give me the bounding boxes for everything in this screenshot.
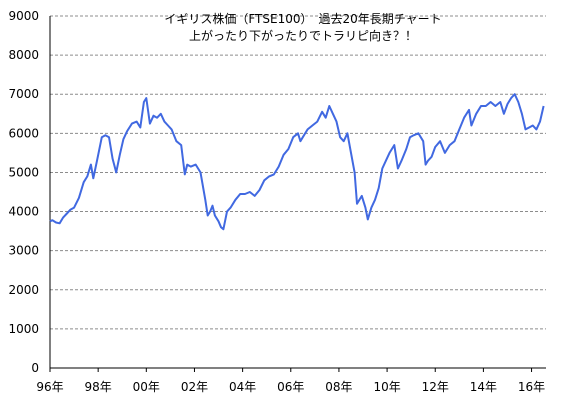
y-tick-label: 8000 [8, 48, 39, 62]
chart-title: イギリス株価（FTSE100） 過去20年長期チャート [164, 11, 441, 26]
y-tick-label: 7000 [8, 87, 39, 101]
y-tick-labels: 0 1000 2000 3000 4000 5000 6000 7000 8000 9000 [8, 9, 39, 375]
grid [50, 15, 546, 330]
series [49, 93, 545, 231]
x-tick-label: 10年 [373, 380, 400, 394]
x-tick-label: 08年 [325, 380, 352, 394]
chart-subtitle: 上がったり下がったりでトラリピ向き？！ [189, 28, 417, 43]
y-tick-label: 1000 [8, 322, 39, 336]
y-tick-label: 4000 [8, 205, 39, 219]
y-tick-label: 2000 [8, 283, 39, 297]
x-tick-label: 96年 [36, 380, 63, 394]
y-tick-label: 5000 [8, 165, 39, 179]
x-tick-label: 00年 [133, 380, 160, 394]
y-tick-label: 9000 [8, 9, 39, 23]
x-tick-label: 12年 [422, 380, 449, 394]
series-line [49, 93, 545, 231]
y-tick-label: 6000 [8, 126, 39, 140]
x-tick-label: 04年 [229, 380, 256, 394]
x-tick-labels: 96年 98年 00年 02年 04年 06年 08年 10年 12年 14年 16年 [36, 368, 545, 394]
x-tick-label: 14年 [470, 380, 497, 394]
y-tick-label: 0 [31, 361, 39, 375]
axes [49, 16, 546, 369]
x-tick-label: 02年 [181, 380, 208, 394]
y-tick-label: 3000 [8, 244, 39, 258]
x-tick-label: 06年 [277, 380, 304, 394]
x-tick-label: 98年 [85, 380, 112, 394]
x-tick-label: 16年 [518, 380, 545, 394]
